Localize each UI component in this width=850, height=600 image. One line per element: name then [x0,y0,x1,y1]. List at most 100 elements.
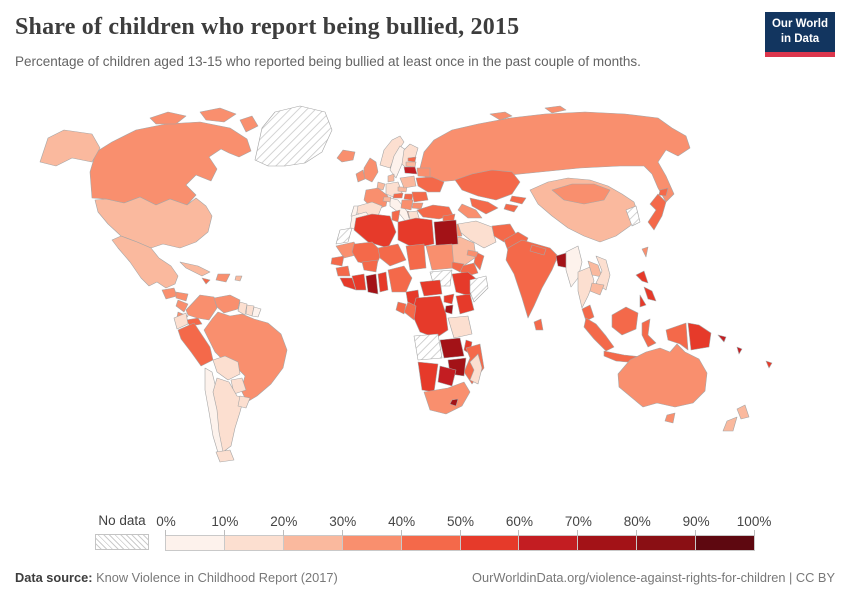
country-panama[interactable] [185,317,203,327]
legend-bin-0-10%[interactable]: 0% [156,514,225,551]
legend-bin-70-80%[interactable]: 70% [565,514,638,551]
legend-bin-10-20%[interactable]: 10% [211,514,284,551]
country-canada[interactable] [239,115,259,133]
country-estonia[interactable] [407,156,417,163]
legend-bin-60-70%[interactable]: 60% [506,514,579,551]
country-korea[interactable] [625,205,641,227]
country-hispaniola[interactable] [215,273,231,283]
country-rwanda-burundi[interactable] [444,304,454,315]
legend-bin-20-30%[interactable]: 20% [270,514,343,551]
country-senegal[interactable] [330,255,345,267]
country-kyrgyzstan[interactable] [509,195,527,205]
country-ecuador[interactable] [173,312,189,330]
country-canada[interactable] [199,107,237,123]
country-puerto-rico[interactable] [234,275,243,282]
country-vietnam[interactable] [595,255,611,291]
country-australia[interactable] [664,412,676,424]
country-iceland[interactable] [336,149,356,163]
country-argentina[interactable] [215,449,235,463]
country-south-africa[interactable] [423,381,471,415]
country-uzbekistan[interactable] [469,197,499,215]
country-russia[interactable] [489,111,513,121]
country-somalia[interactable] [469,275,489,303]
country-cambodia[interactable] [589,282,605,296]
legend-no-data-swatch[interactable] [95,534,149,550]
country-angola[interactable] [413,333,443,361]
country-cuba[interactable] [179,261,211,277]
country-eritrea[interactable] [451,261,465,273]
country-venezuela[interactable] [213,294,241,314]
country-tanzania[interactable] [447,315,473,339]
country-western-sahara[interactable] [335,227,353,245]
country-indonesia[interactable] [641,318,657,348]
country-burkina-faso[interactable] [361,259,379,273]
country-french-guiana[interactable] [251,306,262,318]
country-vanuatu[interactable] [736,346,743,355]
country-kenya[interactable] [455,293,475,315]
country-russia[interactable] [419,111,691,203]
country-guinea[interactable] [335,265,351,277]
country-dr-congo[interactable] [411,295,449,339]
country-lithuania[interactable] [403,166,418,175]
country-nigeria[interactable] [387,265,413,293]
country-colombia[interactable] [185,294,218,321]
country-united-kingdom[interactable] [363,157,379,183]
country-greenland[interactable] [254,105,333,167]
country-bolivia[interactable] [212,355,241,381]
owid-logo[interactable]: Our World in Data [765,12,835,57]
country-cote-divoire[interactable] [351,273,367,291]
country-botswana[interactable] [437,365,457,387]
country-iran[interactable] [457,220,497,249]
country-philippines[interactable] [635,270,649,284]
country-guatemala[interactable] [161,287,178,300]
country-nicaragua[interactable] [175,299,189,313]
country-philippines[interactable] [643,286,657,302]
country-usa[interactable] [39,129,101,167]
country-canada[interactable] [89,121,252,206]
country-nepal[interactable] [529,244,547,256]
legend-bin-80-90%[interactable]: 80% [624,514,697,551]
country-new-zealand[interactable] [722,416,738,432]
country-libya[interactable] [397,217,435,249]
country-namibia[interactable] [417,361,439,393]
country-togo-benin[interactable] [377,271,389,293]
country-tajikistan[interactable] [503,203,519,213]
country-fiji[interactable] [765,360,773,369]
country-latvia[interactable] [405,161,417,168]
country-ireland[interactable] [355,169,366,183]
country-uruguay[interactable] [237,395,251,409]
country-solomon-islands[interactable] [717,334,727,343]
country-japan[interactable] [658,187,669,197]
country-gabon[interactable] [395,301,407,315]
country-denmark[interactable] [387,173,395,183]
country-hungary[interactable] [403,193,414,201]
country-turkmenistan[interactable] [457,203,483,219]
country-uganda[interactable] [443,293,455,305]
country-guyana[interactable] [237,301,248,316]
country-philippines[interactable] [639,294,647,308]
country-romania[interactable] [411,191,429,203]
country-jamaica[interactable] [201,277,211,285]
country-switzerland[interactable] [382,196,392,203]
legend-bin-90-100%[interactable]: 90% 100% [683,514,771,551]
country-sri-lanka[interactable] [533,318,544,331]
legend-bin-50-60%[interactable]: 50% [447,514,520,551]
country-egypt[interactable] [433,219,459,247]
country-ghana[interactable] [365,273,379,295]
country-belarus[interactable] [416,167,431,178]
country-kazakhstan[interactable] [454,169,521,201]
legend-bin-40-50%[interactable]: 40% [388,514,461,551]
country-bulgaria[interactable] [411,202,424,210]
country-new-zealand[interactable] [736,404,750,420]
country-japan[interactable] [647,193,667,231]
country-algeria[interactable] [353,213,397,249]
country-central-african-republic[interactable] [419,279,443,297]
country-brazil[interactable] [203,311,288,403]
country-taiwan[interactable] [641,246,649,258]
country-tunisia[interactable] [391,209,401,223]
country-sudan[interactable] [425,243,455,271]
country-australia[interactable] [617,343,708,408]
country-argentina[interactable] [212,377,245,453]
footer-url[interactable]: OurWorldinData.org/violence-against-righ… [472,570,835,585]
country-benelux[interactable] [376,181,386,191]
